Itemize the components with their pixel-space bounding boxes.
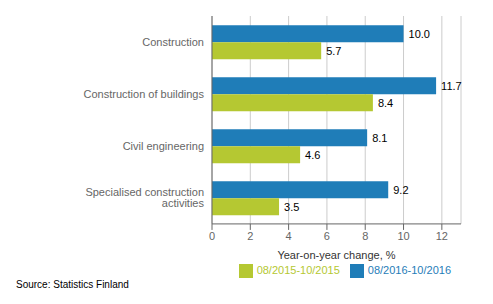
svg-text:Year-on-year change, %: Year-on-year change, % (277, 249, 395, 261)
svg-text:3.5: 3.5 (284, 201, 299, 213)
svg-text:12: 12 (436, 230, 448, 242)
svg-text:4.6: 4.6 (305, 149, 320, 161)
svg-text:11.7: 11.7 (441, 80, 462, 92)
svg-text:8: 8 (362, 230, 368, 242)
svg-text:8.1: 8.1 (372, 132, 387, 144)
svg-text:0: 0 (209, 230, 215, 242)
svg-text:2: 2 (247, 230, 253, 242)
svg-text:9.2: 9.2 (393, 184, 408, 196)
svg-text:Construction: Construction (142, 36, 204, 48)
svg-text:Specialised constructionactivi: Specialised constructionactivities (85, 186, 204, 209)
html-text:08/2015-10/2015: 08/2015-10/2015 (256, 263, 340, 276)
svg-text:8.4: 8.4 (378, 97, 393, 109)
svg-text:6: 6 (324, 230, 330, 242)
svg-text:5.7: 5.7 (326, 45, 341, 57)
html-text:08/2016-10/2016: 08/2016-10/2016 (367, 263, 451, 276)
html-text:Source: Statistics Finland: Source: Statistics Finland (16, 279, 129, 290)
svg-text:4: 4 (286, 230, 292, 242)
svg-text:10: 10 (397, 230, 409, 242)
svg-text:10.0: 10.0 (409, 28, 430, 40)
svg-text:Construction of buildings: Construction of buildings (84, 88, 205, 100)
svg-text:Civil engineering: Civil engineering (123, 140, 204, 152)
